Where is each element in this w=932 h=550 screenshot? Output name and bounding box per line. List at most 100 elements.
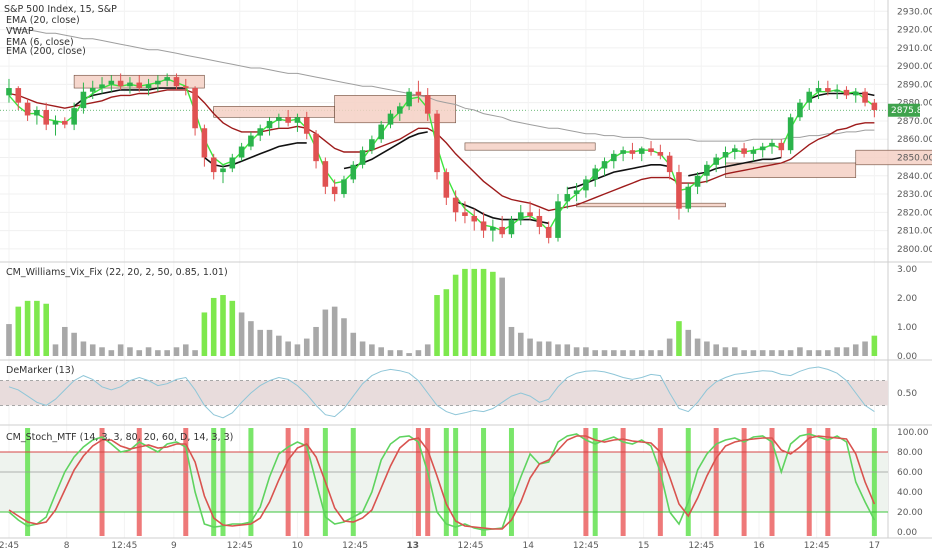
stoch-tick-label: 20.00 [897,508,923,518]
candle-body [443,172,450,198]
stoch-cross-bar [248,428,254,536]
vix-bar [852,344,859,356]
stoch-mtf-pane [0,428,888,536]
demarker-tick-label: 0.50 [897,389,917,399]
supply-demand-zones [73,74,932,208]
candle-body [182,86,189,89]
candlesticks[interactable] [6,73,878,244]
pane-title-demarker[interactable]: DeMarker (13) [6,365,75,376]
vix-bar [248,321,254,356]
vix-bar [359,341,366,356]
price-tick-label: 2900.00 [897,62,932,72]
vix-bar [648,350,654,356]
pane-title-williams-vix-fix[interactable]: CM_Williams_Vix_Fix (22, 20, 2, 50, 0.85… [6,267,228,278]
vix-bar [322,309,329,356]
candle-body [787,117,794,151]
stoch-tick-label: 100.00 [897,428,929,438]
vix-bar [657,350,664,356]
vix-bar [117,344,124,356]
stoch-cross-bar [685,428,691,536]
candle-body [759,146,766,151]
stoch-cross-bar [220,428,226,536]
candle-body [629,150,636,154]
candle-body [89,88,96,92]
vix-bar [676,321,682,356]
candle-body [750,150,757,154]
vix-bar [797,347,803,356]
stoch-cross-bar [285,428,291,536]
legend-ema200[interactable]: EMA (200, close) [6,46,86,57]
candle-body [387,113,394,125]
vix-tick-label: 1.00 [897,323,917,333]
price-tick-label: 2830.00 [897,190,932,200]
vix-bar [266,329,273,356]
candle-body [462,212,468,216]
stoch-cross-bar [592,428,598,536]
candle-body [192,88,198,129]
candle-body [229,157,236,169]
vix-tick-label: 2.00 [897,294,917,304]
candle-body [331,186,338,195]
legend-ema20[interactable]: EMA (20, close) [6,15,80,26]
vix-bar [722,347,729,356]
vix-bar [536,341,543,356]
vix-bar [43,303,49,356]
vix-bar [517,332,524,356]
stoch-cross-bar [415,428,421,536]
vix-bar [685,329,692,356]
vix-bar [210,297,217,356]
vix-bar [834,347,840,356]
vix-bar [387,350,394,356]
legend-ema6[interactable]: EMA (6, close) [6,37,74,48]
candle-body [517,212,524,220]
stoch-cross-bar [620,428,626,536]
vix-bar [573,347,580,356]
time-tick-label: 14 [522,541,534,550]
candle-body [210,157,217,173]
vix-bar [378,347,384,356]
candle-body [545,226,552,238]
candle-body [285,117,291,123]
stoch-cross-bar [481,428,487,536]
candle-body [6,88,12,96]
vix-bar [480,268,487,356]
stoch-cross-bar [871,428,877,536]
vix-bar [787,350,794,356]
candle-body [303,117,310,134]
pane-title-stoch-mtf[interactable]: CM_Stoch_MTF (14, 3, 3, 80, 20, 60, D, 1… [6,432,233,443]
vix-bar [778,350,785,356]
demarker-pane [0,366,888,419]
candle-body [573,190,580,195]
stoch-cross-bar [425,428,431,536]
svg-text:2875.86: 2875.86 [891,106,928,116]
stoch-cross-bar [443,428,449,536]
candle-body [490,226,496,231]
time-tick-label: 8 [64,541,70,550]
vix-bar [62,326,68,356]
vix-bar [434,295,440,356]
vix-bar [257,329,264,356]
candle-body [685,186,692,209]
stoch-cross-bar [453,428,459,536]
stoch-cross-bar [136,428,142,536]
ema200-line [8,27,875,142]
candle-body [527,212,533,216]
time-tick-label: 17 [869,541,880,550]
williams-vix-fix-histogram [6,268,878,356]
vix-bar [713,344,719,356]
legend-vwap[interactable]: VWAP [6,26,34,37]
candle-body [294,117,301,123]
candle-body [341,179,347,195]
vix-bar [462,268,468,356]
stoch-cross-bar [99,428,105,536]
vix-bar [564,344,571,356]
candle-body [248,135,254,147]
candle-body [583,179,589,191]
stoch-cross-bar [825,428,831,536]
candle-body [611,153,617,162]
time-tick-label: 9 [171,541,177,550]
chart-title: S&P 500 Index, 15, S&P [4,4,117,15]
stoch-cross-bar [713,428,719,536]
candle-body [722,152,729,158]
